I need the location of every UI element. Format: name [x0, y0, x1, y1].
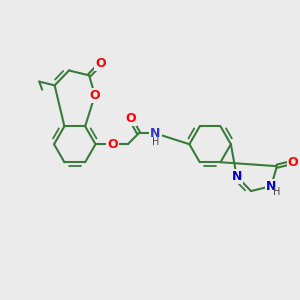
- Text: N: N: [150, 127, 161, 140]
- Text: H: H: [274, 187, 281, 197]
- Text: N: N: [232, 170, 242, 183]
- Text: O: O: [288, 156, 298, 169]
- Text: O: O: [107, 138, 118, 151]
- Text: O: O: [95, 57, 106, 70]
- Text: O: O: [125, 112, 136, 125]
- Text: N: N: [266, 180, 276, 193]
- Text: O: O: [90, 89, 100, 102]
- Text: H: H: [152, 137, 159, 147]
